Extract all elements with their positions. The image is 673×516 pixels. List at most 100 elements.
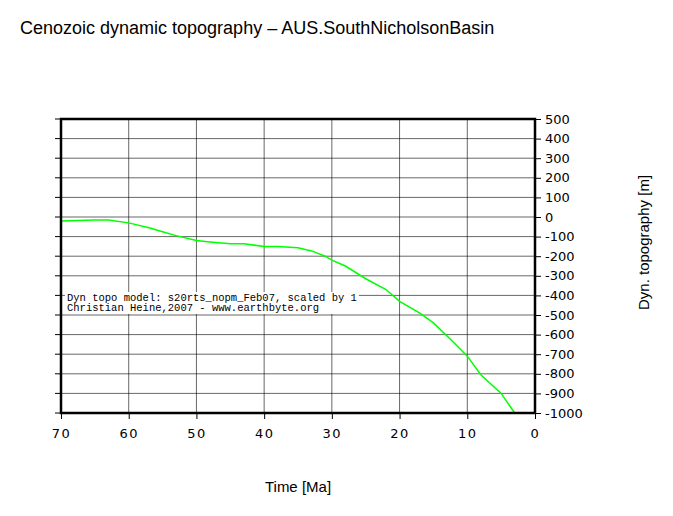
y-tick: -900 xyxy=(535,386,575,401)
x-tick: 60 xyxy=(119,413,139,441)
title: Cenozoic dynamic topography – AUS.SouthN… xyxy=(20,18,494,38)
y-tick: 500 xyxy=(535,112,570,127)
x-tick-label: 20 xyxy=(390,426,410,441)
x-tick-label: 0 xyxy=(531,426,541,441)
y-tick-mark-left xyxy=(55,295,61,296)
y-axis: 500 400 300 200 100 0 -100 -200 -300 -400 -500 -600… xyxy=(535,112,583,421)
y-tick: 200 xyxy=(535,170,570,185)
y-tick: 100 xyxy=(535,190,570,205)
y-tick-label: -400 xyxy=(545,288,575,303)
y-tick-label: -600 xyxy=(545,327,575,342)
y-grid-line xyxy=(61,256,535,257)
y-axis-title: Dyn. topography [m] xyxy=(635,175,652,310)
y-tick-label: 0 xyxy=(545,210,553,225)
y-tick-mark xyxy=(535,413,541,414)
y-tick-label: -1000 xyxy=(545,406,583,421)
y-tick-mark xyxy=(535,237,541,238)
y-tick-label: -200 xyxy=(545,249,575,264)
y-grid-line xyxy=(61,158,535,159)
y-tick-mark-left xyxy=(55,197,61,198)
y-tick-mark xyxy=(535,393,541,394)
x-grid-line xyxy=(264,119,265,413)
y-tick-mark-left xyxy=(55,236,61,237)
x-tick-label: 10 xyxy=(458,426,478,441)
y-tick: 400 xyxy=(535,131,570,146)
annotations: Dyn topo model: s20rts_nopm_Feb07, scale… xyxy=(65,292,359,314)
y-tick: -200 xyxy=(535,249,575,264)
y-tick-mark-left xyxy=(55,354,61,355)
x-axis-line xyxy=(62,414,536,420)
x-tick-mark xyxy=(129,413,130,419)
x-grid-line xyxy=(128,119,129,413)
y-tick-mark xyxy=(535,139,541,140)
y-tick-mark xyxy=(535,335,541,336)
x-tick-label: 60 xyxy=(119,426,139,441)
y-tick-mark-left xyxy=(55,413,61,414)
y-tick-label: 500 xyxy=(545,112,570,127)
y-tick-label: -100 xyxy=(545,229,575,244)
y-tick-mark xyxy=(535,197,541,198)
y-tick-mark xyxy=(535,374,541,375)
y-tick-mark xyxy=(535,158,541,159)
y-tick-mark-left xyxy=(55,393,61,394)
y-grid-line xyxy=(61,315,535,316)
y-axis-line xyxy=(536,120,542,414)
x-grid-line xyxy=(196,119,197,413)
y-tick-mark-left xyxy=(55,256,61,257)
y-tick-mark xyxy=(535,276,541,277)
y-tick-mark-left xyxy=(55,177,61,178)
plot: 7060504030201005004003002001000-100-200-… xyxy=(52,112,583,442)
y-grid-line xyxy=(61,236,535,237)
y-tick: -100 xyxy=(535,229,575,244)
y-tick: -400 xyxy=(535,288,575,303)
y-tick-label: -800 xyxy=(545,366,575,381)
x-grid-line xyxy=(331,119,332,413)
y-grid-line xyxy=(61,373,535,374)
y-tick: -800 xyxy=(535,366,575,381)
y-tick: -300 xyxy=(535,268,575,283)
x-grid-line xyxy=(399,119,400,413)
y-tick-mark xyxy=(535,119,541,120)
y-tick-mark-left xyxy=(55,119,61,120)
x-tick: 10 xyxy=(458,413,478,441)
y-tick-label: 300 xyxy=(545,151,570,166)
data-line xyxy=(61,220,515,413)
chart: Cenozoic dynamic topography – AUS.SouthN… xyxy=(0,0,673,516)
x-tick: 50 xyxy=(187,413,207,441)
y-tick-mark-left xyxy=(55,138,61,139)
y-grid-line xyxy=(61,138,535,139)
x-axis: 706050403020100 xyxy=(52,413,541,441)
y-tick-mark-left xyxy=(55,315,61,316)
y-tick: -1000 xyxy=(535,406,583,421)
x-grid-line xyxy=(467,119,468,413)
y-tick: 0 xyxy=(535,210,553,225)
x-tick-mark xyxy=(332,413,333,419)
y-tick: -700 xyxy=(535,347,575,362)
x-tick: 40 xyxy=(255,413,275,441)
y-tick-mark xyxy=(535,315,541,316)
y-grid-line xyxy=(61,197,535,198)
x-tick-mark xyxy=(467,413,468,419)
x-tick-label: 50 xyxy=(187,426,207,441)
x-axis-title: Time [Ma] xyxy=(265,478,331,495)
y-tick-label: 200 xyxy=(545,170,570,185)
series-group xyxy=(61,220,515,413)
annotation: Christian Heine,2007 - www.earthbyte.org xyxy=(67,302,319,314)
y-tick: -500 xyxy=(535,308,575,323)
x-tick-mark xyxy=(400,413,401,419)
plot-frame xyxy=(61,119,535,413)
y-tick-mark-left xyxy=(55,373,61,374)
y-tick-mark xyxy=(535,354,541,355)
y-grid-line xyxy=(61,354,535,355)
y-grid-line xyxy=(61,177,535,178)
y-tick-label: -300 xyxy=(545,268,575,283)
y-tick-mark-left xyxy=(55,275,61,276)
y-tick-label: -500 xyxy=(545,308,575,323)
x-tick-mark xyxy=(61,413,62,419)
y-tick-mark-left xyxy=(55,334,61,335)
grid xyxy=(61,119,535,413)
y-grid-line xyxy=(61,275,535,276)
y-tick-mark xyxy=(535,256,541,257)
x-tick: 0 xyxy=(531,413,541,441)
y-tick-mark xyxy=(535,217,541,218)
